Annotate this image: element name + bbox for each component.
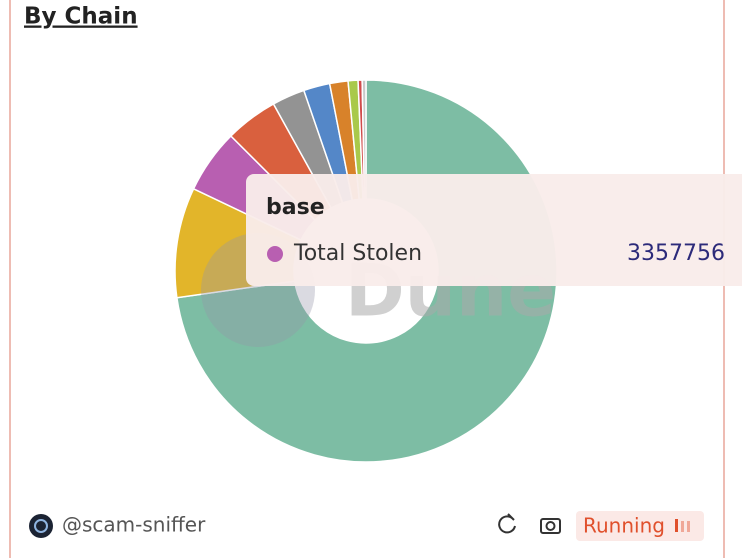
tooltip-swatch	[267, 246, 283, 262]
status-bar	[687, 521, 690, 532]
chart-title[interactable]: By Chain	[24, 4, 138, 30]
tooltip-box	[246, 174, 742, 286]
avatar-icon	[34, 519, 48, 533]
author-avatar	[29, 514, 53, 538]
refresh-icon[interactable]	[498, 513, 516, 534]
tooltip: base Total Stolen 3357756	[246, 174, 742, 286]
status: Running	[583, 514, 665, 538]
footer: @scam-sniffer Running	[29, 511, 704, 541]
status-pill[interactable]	[576, 511, 704, 541]
tooltip-series: Total Stolen	[293, 241, 422, 266]
status-bar	[681, 521, 684, 532]
camera-icon[interactable]	[540, 518, 561, 534]
tooltip-category: base	[266, 195, 325, 220]
tooltip-value: 3357756	[627, 241, 725, 266]
author[interactable]: @scam-sniffer	[62, 513, 206, 537]
status-bar	[675, 519, 678, 532]
